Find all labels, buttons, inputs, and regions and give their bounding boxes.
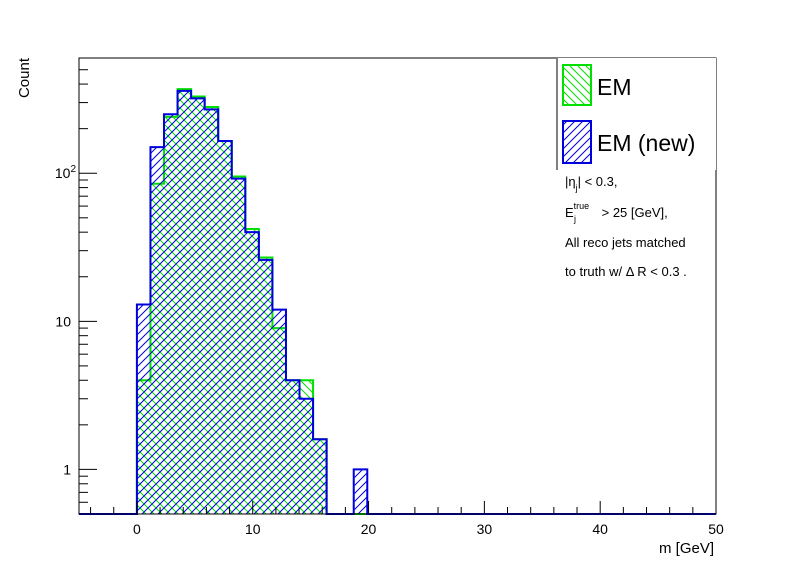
histogram-series-layer bbox=[79, 88, 716, 515]
legend-swatch-em bbox=[562, 64, 592, 106]
plot-frame bbox=[78, 57, 717, 515]
x-tick-label: 0 bbox=[133, 521, 141, 537]
x-tick-label: 20 bbox=[361, 521, 377, 537]
histogram-bar bbox=[136, 304, 151, 514]
series-em-new bbox=[79, 89, 716, 515]
legend-swatch-em-new bbox=[562, 120, 592, 164]
annotation-match-line1: All reco jets matched bbox=[565, 235, 686, 250]
histogram-bar bbox=[204, 109, 219, 515]
histogram-bar bbox=[313, 439, 327, 514]
legend-label-em-new: EM (new) bbox=[597, 130, 695, 156]
histogram-bar bbox=[285, 380, 300, 514]
annotation-et-cut: Etrue j > 25 [GeV], bbox=[565, 201, 668, 224]
y-tick-label: 1 bbox=[63, 461, 71, 477]
histogram-bar bbox=[231, 178, 246, 514]
x-tick-label: 30 bbox=[477, 521, 493, 537]
histogram-bar bbox=[218, 141, 232, 514]
x-tick-label: 10 bbox=[245, 521, 261, 537]
histogram-bar bbox=[272, 309, 286, 514]
histogram-bar bbox=[164, 114, 178, 515]
x-tick-label: 40 bbox=[592, 521, 608, 537]
y-tick-label: 102 bbox=[55, 164, 77, 181]
y-tick-label: 10 bbox=[55, 313, 71, 329]
legend-label-em: EM bbox=[597, 74, 632, 100]
histogram-bar bbox=[245, 232, 259, 515]
histogram-bar bbox=[191, 98, 205, 515]
histogram-bar bbox=[177, 90, 192, 514]
annotation-eta-cut: |ηj| < 0.3, bbox=[565, 174, 618, 193]
histogram-bar bbox=[258, 259, 273, 514]
x-axis-label: m [GeV] bbox=[659, 540, 714, 557]
legend: EM EM (new) bbox=[556, 58, 716, 170]
annotation-match-line2: to truth w/ Δ R < 0.3 . bbox=[565, 264, 687, 279]
histogram-bar bbox=[150, 147, 165, 514]
histogram-bar bbox=[353, 469, 368, 514]
axes-layer: 0 10 20 30 40 50 1 10 102 bbox=[55, 57, 724, 537]
x-tick-label: 50 bbox=[708, 521, 724, 537]
y-axis-label: Count bbox=[16, 57, 33, 98]
cut-annotations: |ηj| < 0.3, Etrue j > 25 [GeV], All reco … bbox=[565, 174, 687, 279]
histogram-bar bbox=[299, 398, 314, 514]
